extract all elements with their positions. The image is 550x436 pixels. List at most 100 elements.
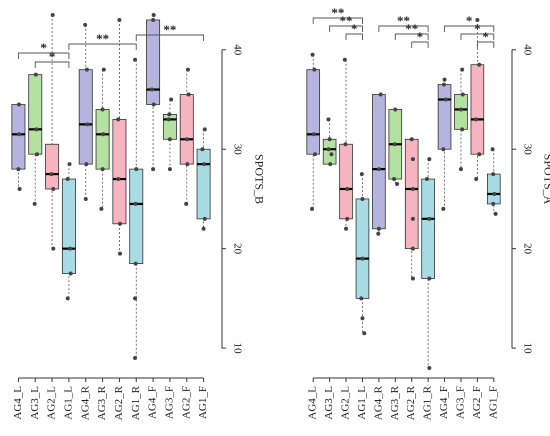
data-point — [184, 137, 189, 142]
significance-label: ** — [96, 31, 109, 46]
x-tick-label: AG4_F — [147, 386, 159, 419]
x-tick-label: AG2_L — [46, 386, 58, 420]
y-axis-label: SPOTS_B — [252, 154, 266, 204]
data-point — [202, 162, 207, 167]
x-tick-label: AG1_L — [356, 386, 368, 420]
data-point — [133, 57, 138, 62]
data-point — [133, 296, 138, 301]
data-point — [378, 92, 383, 97]
significance-label: * — [417, 29, 424, 44]
data-point — [133, 356, 138, 361]
x-tick-label: AG4_R — [79, 385, 91, 420]
data-point — [50, 12, 55, 17]
significance-label: ** — [397, 13, 410, 28]
data-point — [460, 67, 465, 72]
data-point — [167, 137, 172, 142]
data-point — [184, 201, 189, 206]
data-point — [83, 22, 88, 27]
box-ag4-l — [11, 102, 26, 191]
data-point — [343, 142, 348, 147]
box-rect — [196, 148, 211, 220]
data-point — [410, 187, 415, 191]
box-rect — [112, 118, 127, 225]
data-point — [376, 226, 381, 231]
box-ag4-f — [146, 12, 161, 172]
x-tick-label: AG2_F — [180, 386, 192, 419]
data-point — [410, 216, 415, 221]
data-point — [442, 77, 447, 82]
x-tick-label: AG4_L — [307, 386, 319, 420]
data-point — [100, 167, 105, 172]
data-point — [34, 127, 39, 132]
data-point — [443, 97, 448, 102]
data-point — [312, 67, 317, 72]
significance-label: * — [466, 13, 473, 28]
y-axis-label: SPOTS_A — [541, 154, 550, 205]
box-ag1-r — [129, 57, 144, 361]
data-point — [311, 132, 316, 137]
bracket-line — [312, 17, 363, 24]
data-point — [360, 256, 365, 261]
box-rect — [355, 198, 370, 299]
data-point — [32, 201, 37, 206]
data-point — [490, 147, 495, 152]
data-point — [118, 251, 123, 256]
data-point — [344, 226, 349, 231]
data-point — [458, 167, 463, 172]
y-tick-label: 30 — [231, 144, 243, 156]
y-tick-label: 10 — [231, 343, 243, 355]
data-point — [149, 87, 154, 92]
data-point — [395, 182, 400, 187]
data-point — [51, 246, 56, 251]
data-point — [186, 92, 191, 97]
significance-bracket: * — [411, 29, 429, 48]
box-ag4-f — [437, 77, 452, 211]
y-tick-label: 20 — [231, 243, 243, 255]
data-point — [441, 147, 446, 152]
box-rect — [129, 168, 144, 264]
data-point — [101, 132, 106, 137]
bracket-line — [394, 33, 429, 40]
y-tick-label: 40 — [231, 44, 243, 56]
data-point — [327, 137, 332, 142]
significance-label: * — [482, 29, 489, 44]
box-rect — [28, 74, 43, 155]
data-point — [83, 196, 88, 201]
x-tick-label: AG1_F — [487, 386, 499, 419]
data-point — [376, 231, 381, 236]
data-point — [185, 162, 190, 167]
box-rect — [372, 94, 386, 230]
significance-bracket: ** — [394, 21, 429, 40]
box-rect — [306, 69, 321, 155]
bracket-line — [476, 41, 495, 48]
panel-spots-b: 10 20 30 40 SPOTS_B AG4_L AG3_L AG2_L AG1_L AG4_R… — [11, 12, 266, 420]
bracket-line — [329, 25, 363, 32]
data-point — [427, 366, 432, 370]
box-ag2-r — [112, 17, 127, 256]
box-rect — [146, 19, 161, 105]
data-point — [410, 276, 415, 281]
data-point — [35, 152, 40, 157]
data-point — [427, 216, 432, 221]
data-point — [84, 67, 89, 72]
data-point — [474, 177, 479, 182]
significance-bracket: * — [460, 21, 495, 40]
box-rect — [78, 69, 93, 165]
significance-label: ** — [331, 5, 344, 20]
box-ag3-r — [95, 67, 110, 211]
data-point — [345, 216, 350, 221]
significance-label: ** — [340, 13, 353, 28]
data-point — [493, 211, 498, 216]
significance-bracket: * — [34, 49, 70, 68]
significance-label: ** — [163, 22, 176, 37]
data-point — [67, 162, 72, 167]
box-ag1-f — [486, 147, 501, 216]
box-rect — [470, 64, 485, 155]
panel-spots-a: 10 20 30 40 SPOTS_A AG4_L AG3_L AG2_L AG1_L AG4_R… — [306, 5, 550, 420]
significance-bracket: ** — [312, 5, 363, 24]
box-rect — [404, 138, 419, 250]
data-point — [310, 52, 315, 57]
box-ag4-r — [78, 22, 93, 201]
data-point — [410, 246, 415, 251]
data-point — [133, 201, 138, 206]
